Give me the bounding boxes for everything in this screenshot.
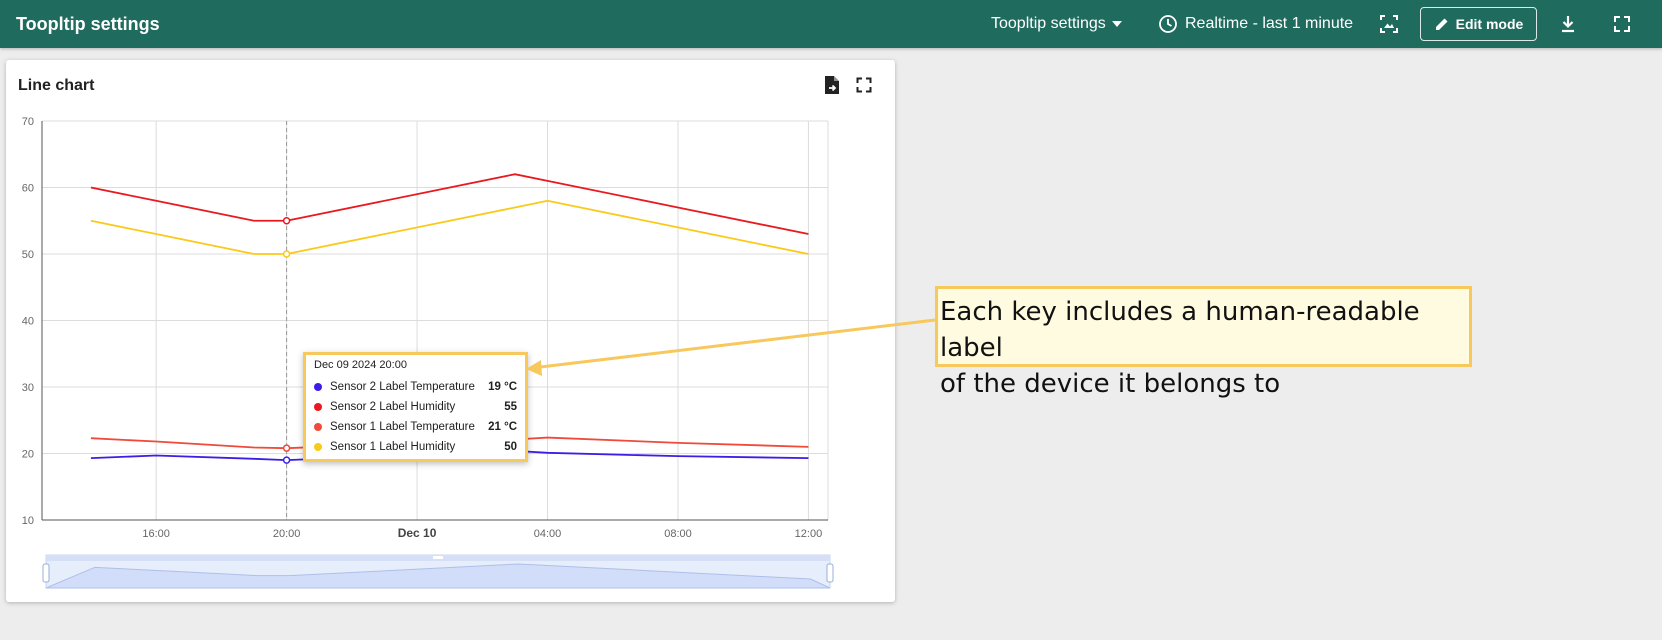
y-tick-label: 70 <box>22 116 34 128</box>
fullscreen-button[interactable] <box>1611 0 1633 48</box>
edit-mode-button[interactable]: Edit mode <box>1420 7 1537 41</box>
edit-mode-label: Edit mode <box>1455 16 1524 32</box>
zoom-handle-right <box>826 563 834 583</box>
line-chart-widget: Line chart 10 20 30 40 50 60 70 16:00 20:00 Dec 1… <box>6 60 895 602</box>
dashboard-image-button[interactable] <box>1378 0 1400 48</box>
y-tick-label: 50 <box>22 249 34 261</box>
timewindow-button[interactable]: Realtime - last 1 minute <box>1157 0 1353 48</box>
fullscreen-icon <box>856 77 872 98</box>
line-chart[interactable]: 10 20 30 40 50 60 70 16:00 20:00 Dec 10 04:00 08:00… <box>6 60 895 602</box>
y-tick-label: 20 <box>22 449 34 461</box>
tooltip-row-value: 50 <box>504 441 517 453</box>
dashboard-image-icon <box>1378 13 1400 35</box>
dashboard-title: Toopltip settings <box>16 14 160 34</box>
widget-title: Line chart <box>18 77 95 94</box>
data-zoom-slider[interactable] <box>42 554 834 589</box>
y-tick-label: 40 <box>22 316 34 328</box>
legend-dot-icon <box>314 383 322 391</box>
tooltip-row: Sensor 2 Label Humidity 55 <box>314 397 517 417</box>
tooltip-row-value: 21 °C <box>488 421 517 433</box>
zoom-preview <box>45 563 831 589</box>
series-line <box>90 199 809 255</box>
x-tick-label: 08:00 <box>664 528 692 540</box>
tooltip-row-value: 55 <box>504 401 517 413</box>
tooltip-row: Sensor 2 Label Temperature 19 °C <box>314 377 517 397</box>
annotation-callout: Each key includes a human-readable label… <box>935 286 1472 399</box>
export-file-icon <box>823 75 841 100</box>
fullscreen-icon <box>1611 13 1633 35</box>
y-tick-label: 30 <box>22 382 34 394</box>
series-line <box>90 173 809 235</box>
y-tick-label: 10 <box>22 515 34 527</box>
legend-dot-icon <box>314 403 322 411</box>
export-widget-button[interactable] <box>819 74 845 100</box>
download-icon <box>1557 13 1579 35</box>
tooltip-row-label: Sensor 1 Label Temperature <box>330 421 475 433</box>
zoom-handle-left <box>42 563 50 583</box>
top-toolbar: Toopltip settings Toopltip settings Real… <box>0 0 1662 48</box>
widget-fullscreen-button[interactable] <box>851 74 877 100</box>
series-point <box>282 456 291 464</box>
tooltip-row-value: 19 °C <box>488 381 517 393</box>
state-selector[interactable]: Toopltip settings <box>991 0 1128 48</box>
callout-line-1: Each key includes a human-readable label <box>940 297 1420 363</box>
series-point <box>282 444 291 452</box>
state-selector-label: Toopltip settings <box>991 15 1106 32</box>
tooltip-row-label: Sensor 1 Label Humidity <box>330 441 456 453</box>
tooltip-row-label: Sensor 2 Label Temperature <box>330 381 475 393</box>
series-point <box>282 217 291 225</box>
series-point <box>282 250 291 258</box>
arrow-drop-down-icon <box>1106 13 1128 35</box>
x-tick-label: 20:00 <box>273 528 301 540</box>
tooltip-row: Sensor 1 Label Temperature 21 °C <box>314 417 517 437</box>
chart-axes: 10 20 30 40 50 60 70 16:00 20:00 Dec 10 04:00 08:00… <box>22 116 828 540</box>
tooltip-row: Sensor 1 Label Humidity 50 <box>314 437 517 457</box>
x-tick-label: 12:00 <box>795 528 823 540</box>
chart-tooltip: Dec 09 2024 20:00 Sensor 2 Label Tempera… <box>303 352 528 462</box>
clock-icon <box>1157 13 1179 35</box>
tooltip-row-label: Sensor 2 Label Humidity <box>330 401 456 413</box>
x-tick-label: 16:00 <box>142 528 170 540</box>
timewindow-label: Realtime - last 1 minute <box>1185 15 1354 32</box>
download-button[interactable] <box>1557 0 1579 48</box>
x-tick-label: 04:00 <box>534 528 562 540</box>
x-tick-label: Dec 10 <box>398 526 437 540</box>
zoom-drag-grip <box>433 556 443 559</box>
pencil-icon <box>1434 16 1450 32</box>
legend-dot-icon <box>314 423 322 431</box>
callout-line-2: of the device it belongs to <box>940 369 1281 399</box>
y-tick-label: 60 <box>22 183 34 195</box>
tooltip-timestamp: Dec 09 2024 20:00 <box>314 359 407 371</box>
legend-dot-icon <box>314 443 322 451</box>
